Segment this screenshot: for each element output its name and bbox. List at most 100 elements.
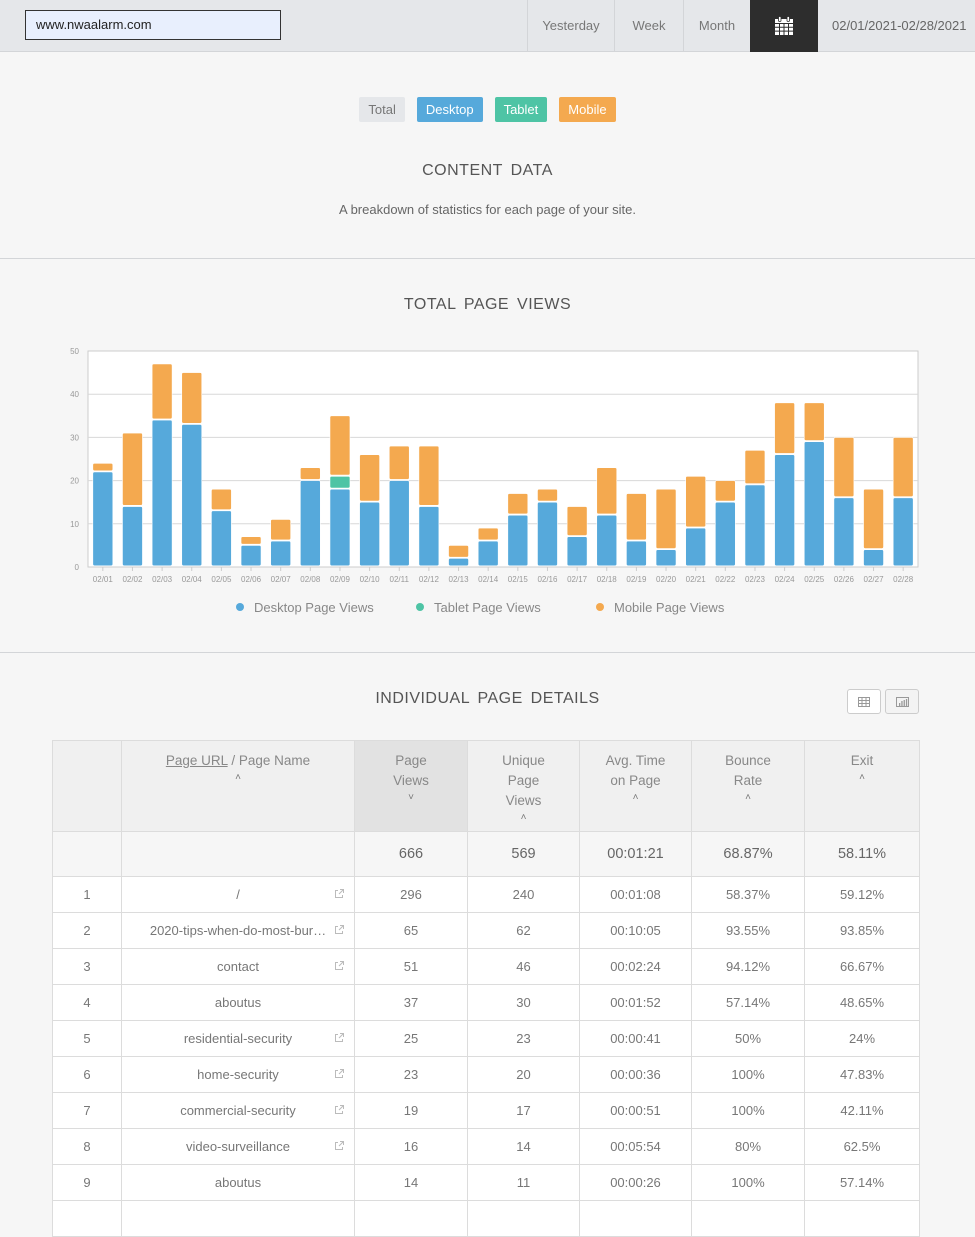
bar-mobile[interactable] — [477, 527, 499, 541]
site-selector-input[interactable]: www.nwaalarm.com — [25, 10, 281, 40]
bar-desktop[interactable] — [685, 527, 706, 567]
filter-total-button[interactable]: Total — [359, 97, 405, 122]
bar-mobile[interactable] — [270, 519, 291, 541]
sort-up-icon[interactable]: ˄ — [632, 792, 639, 803]
row-page-name[interactable]: residential-security — [183, 1031, 293, 1046]
row-page[interactable]: 2020-tips-when-do-most-bur… — [121, 912, 355, 949]
bar-desktop[interactable] — [92, 471, 114, 567]
bar-desktop[interactable] — [448, 558, 469, 567]
bar-desktop[interactable] — [507, 514, 529, 567]
bar-desktop[interactable] — [477, 540, 499, 567]
sort-up-icon[interactable]: ˄ — [235, 772, 241, 783]
bar-desktop[interactable] — [596, 514, 618, 567]
row-page-name[interactable]: video-surveillance — [185, 1139, 291, 1154]
range-week-button[interactable]: Week — [614, 0, 683, 52]
bar-mobile[interactable] — [240, 536, 262, 545]
table-row[interactable]: 8 video-surveillance 16 14 00:05:54 80% 62.5% — [52, 1128, 920, 1165]
bar-tablet[interactable] — [329, 475, 351, 489]
row-page-name[interactable]: / — [236, 887, 240, 902]
bar-mobile[interactable] — [685, 475, 706, 528]
bar-desktop[interactable] — [566, 536, 588, 567]
bar-mobile[interactable] — [329, 415, 351, 476]
bar-mobile[interactable] — [596, 467, 618, 515]
row-page[interactable]: residential-security — [121, 1020, 355, 1057]
external-link-icon[interactable] — [333, 1068, 345, 1080]
bar-mobile[interactable] — [507, 493, 529, 515]
bar-mobile[interactable] — [418, 445, 440, 506]
header-page-views[interactable]: Page Views ˅ — [354, 740, 468, 832]
bar-desktop[interactable] — [774, 454, 795, 567]
external-link-icon[interactable] — [333, 1140, 345, 1152]
filter-desktop-button[interactable]: Desktop — [416, 97, 483, 122]
bar-desktop[interactable] — [715, 501, 736, 567]
bar-mobile[interactable] — [863, 488, 884, 549]
bar-mobile[interactable] — [566, 506, 588, 536]
date-range-label[interactable]: 02/01/2021-02/28/2021 — [832, 18, 967, 33]
bar-mobile[interactable] — [300, 467, 321, 480]
range-month-button[interactable]: Month — [683, 0, 750, 52]
bar-desktop[interactable] — [122, 506, 143, 567]
legend-mobile[interactable]: Mobile Page Views — [596, 600, 724, 615]
bar-mobile[interactable] — [892, 437, 914, 497]
bar-mobile[interactable] — [744, 450, 766, 485]
table-row[interactable]: 9 aboutus 14 11 00:00:26 100% 57.14% — [52, 1164, 920, 1201]
header-page-url-link[interactable]: Page URL — [165, 753, 228, 768]
bar-desktop[interactable] — [803, 441, 825, 567]
header-bounce-rate[interactable]: Bounce Rate ˄ — [691, 740, 805, 832]
table-row[interactable]: 3 contact 51 46 00:02:24 94.12% 66.67% — [52, 948, 920, 985]
table-view-button[interactable] — [847, 689, 881, 714]
bar-mobile[interactable] — [388, 445, 410, 480]
header-unique-page-views[interactable]: Unique Page Views ˄ — [467, 740, 580, 832]
bar-desktop[interactable] — [892, 497, 914, 567]
bar-desktop[interactable] — [388, 480, 410, 567]
bar-desktop[interactable] — [537, 501, 558, 567]
row-page-name[interactable]: aboutus — [214, 995, 262, 1010]
external-link-icon[interactable] — [333, 1104, 345, 1116]
row-page[interactable]: contact — [121, 948, 355, 985]
bar-mobile[interactable] — [833, 437, 855, 497]
bar-mobile[interactable] — [655, 488, 677, 549]
bar-desktop[interactable] — [359, 501, 380, 567]
sort-up-icon[interactable]: ˄ — [745, 792, 751, 803]
filter-tablet-button[interactable]: Tablet — [494, 97, 548, 122]
bar-desktop[interactable] — [863, 549, 884, 567]
bar-desktop[interactable] — [418, 506, 440, 567]
external-link-icon[interactable] — [333, 1032, 345, 1044]
row-page[interactable]: commercial-security — [121, 1092, 355, 1129]
table-row[interactable]: 5 residential-security 25 23 00:00:41 50% 24% — [52, 1020, 920, 1057]
bar-mobile[interactable] — [211, 488, 232, 510]
header-exit[interactable]: Exit ˄ — [804, 740, 920, 832]
legend-desktop[interactable]: Desktop Page Views — [236, 600, 374, 615]
bar-mobile[interactable] — [181, 372, 203, 424]
external-link-icon[interactable] — [333, 888, 345, 900]
table-row[interactable]: 1 / 296 240 00:01:08 58.37% 59.12% — [52, 876, 920, 913]
bar-desktop[interactable] — [744, 484, 766, 567]
bar-mobile[interactable] — [359, 454, 380, 502]
filter-mobile-button[interactable]: Mobile — [559, 97, 616, 122]
header-page-name[interactable]: / Page Name — [227, 753, 311, 768]
bar-desktop[interactable] — [626, 540, 647, 567]
bar-mobile[interactable] — [92, 463, 114, 472]
bar-mobile[interactable] — [448, 545, 469, 558]
chart-view-button[interactable] — [885, 689, 919, 714]
range-yesterday-button[interactable]: Yesterday — [527, 0, 614, 52]
row-page[interactable]: / — [121, 876, 355, 913]
table-row[interactable] — [52, 1200, 920, 1237]
legend-tablet[interactable]: Tablet Page Views — [416, 600, 541, 615]
sort-down-icon[interactable]: ˅ — [408, 792, 414, 803]
row-page-name[interactable]: home-security — [197, 1067, 279, 1082]
external-link-icon[interactable] — [333, 924, 345, 936]
row-page-name[interactable]: commercial-security — [180, 1103, 296, 1118]
row-page[interactable]: aboutus — [121, 984, 355, 1021]
sort-up-icon[interactable]: ˄ — [520, 812, 527, 823]
bar-mobile[interactable] — [151, 363, 173, 420]
row-page-name[interactable]: 2020-tips-when-do-most-bur… — [149, 923, 327, 938]
external-link-icon[interactable] — [333, 960, 345, 972]
header-avg-time[interactable]: Avg. Time on Page ˄ — [579, 740, 692, 832]
bar-desktop[interactable] — [329, 488, 351, 567]
sort-up-icon[interactable]: ˄ — [859, 772, 865, 783]
bar-desktop[interactable] — [181, 424, 203, 567]
bar-mobile[interactable] — [803, 402, 825, 441]
row-page-name[interactable]: contact — [217, 959, 259, 974]
row-page[interactable]: aboutus — [121, 1164, 355, 1201]
